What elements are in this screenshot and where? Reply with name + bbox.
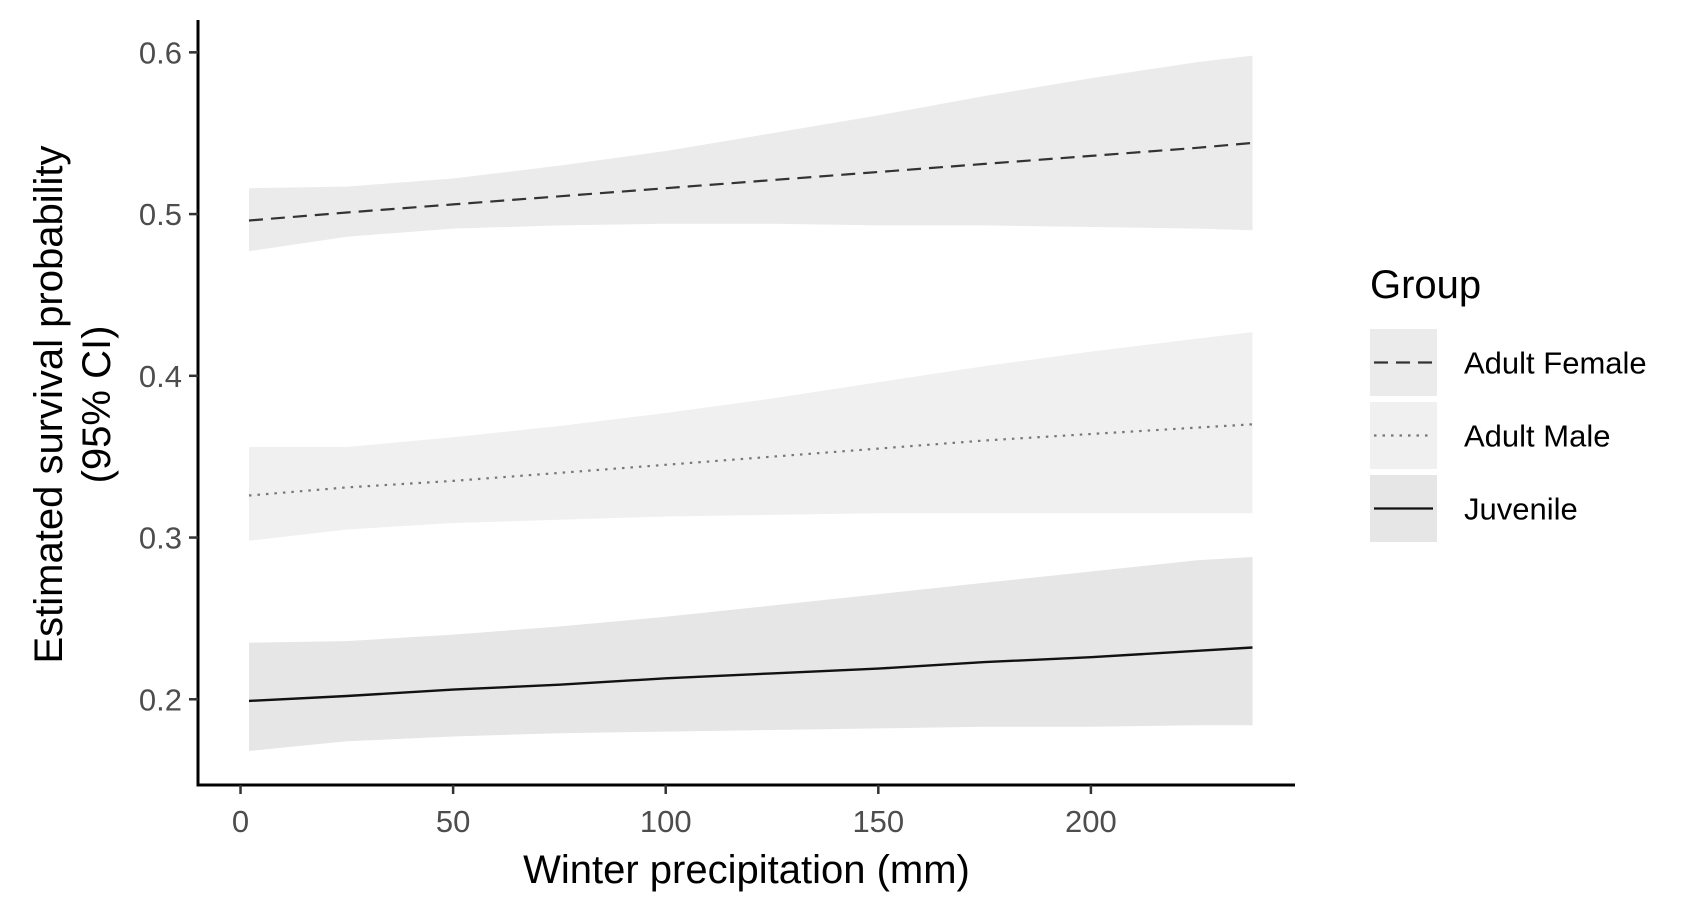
y-axis-title-line-2: (95% CI): [75, 326, 119, 484]
series-lines: [248, 141, 1253, 703]
x-tick-label: 150: [852, 804, 904, 839]
legend-label: Adult Male: [1464, 419, 1610, 454]
legend-label: Adult Female: [1464, 346, 1647, 381]
juvenile-line: [248, 646, 1253, 703]
x-tick-label: 50: [436, 804, 470, 839]
legend-title: Group: [1370, 263, 1481, 307]
legend: Group Adult Female Adult Male Juvenile: [1370, 263, 1647, 542]
y-tick-label: 0.6: [139, 35, 182, 70]
confidence-ribbons: [249, 55, 1253, 751]
legend-item-adult-female: Adult Female: [1370, 329, 1647, 396]
adult-male-ci-ribbon: [249, 332, 1253, 541]
adult-female-ci-ribbon: [249, 55, 1253, 252]
legend-label: Juvenile: [1464, 492, 1578, 527]
y-tick-label: 0.3: [139, 521, 182, 556]
x-axis-ticks: 0 50 100 150 200: [232, 785, 1117, 839]
x-tick-label: 200: [1065, 804, 1117, 839]
y-tick-label: 0.2: [139, 682, 182, 717]
y-axis-title-line-1: Estimated survival probability: [27, 146, 71, 664]
y-axis-ticks: 0.2 0.3 0.4 0.5 0.6: [139, 35, 198, 717]
x-tick-label: 100: [640, 804, 692, 839]
x-axis-title: Winter precipitation (mm): [523, 848, 970, 892]
y-axis-title: Estimated survival probability (95% CI): [27, 146, 119, 664]
legend-item-juvenile: Juvenile: [1370, 475, 1578, 542]
y-tick-label: 0.5: [139, 197, 182, 232]
x-tick-label: 0: [232, 804, 249, 839]
legend-item-adult-male: Adult Male: [1370, 402, 1610, 469]
y-tick-label: 0.4: [139, 359, 182, 394]
juvenile-ci-ribbon: [249, 557, 1253, 751]
